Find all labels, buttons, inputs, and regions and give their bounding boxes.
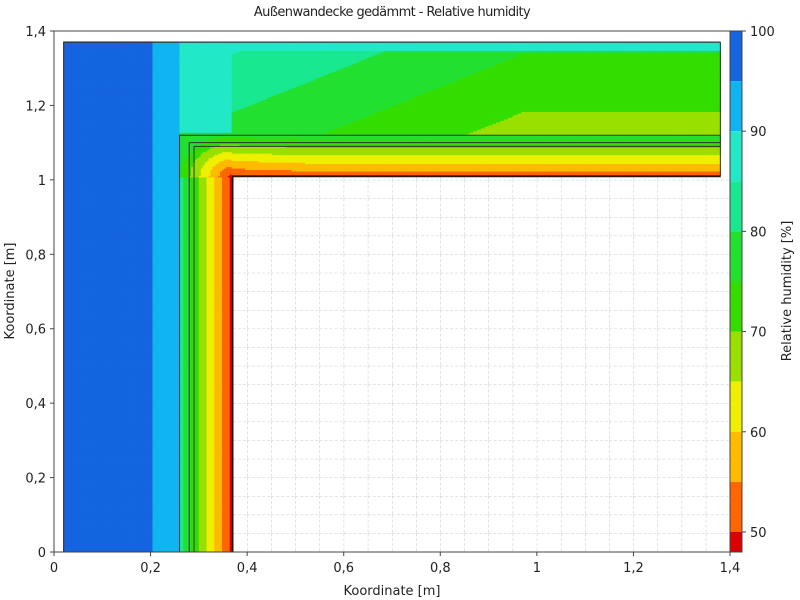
interior-grid xyxy=(233,176,730,552)
plot-area xyxy=(54,31,730,553)
chart-title: Außenwandecke gedämmt - Relative humidit… xyxy=(254,5,531,20)
